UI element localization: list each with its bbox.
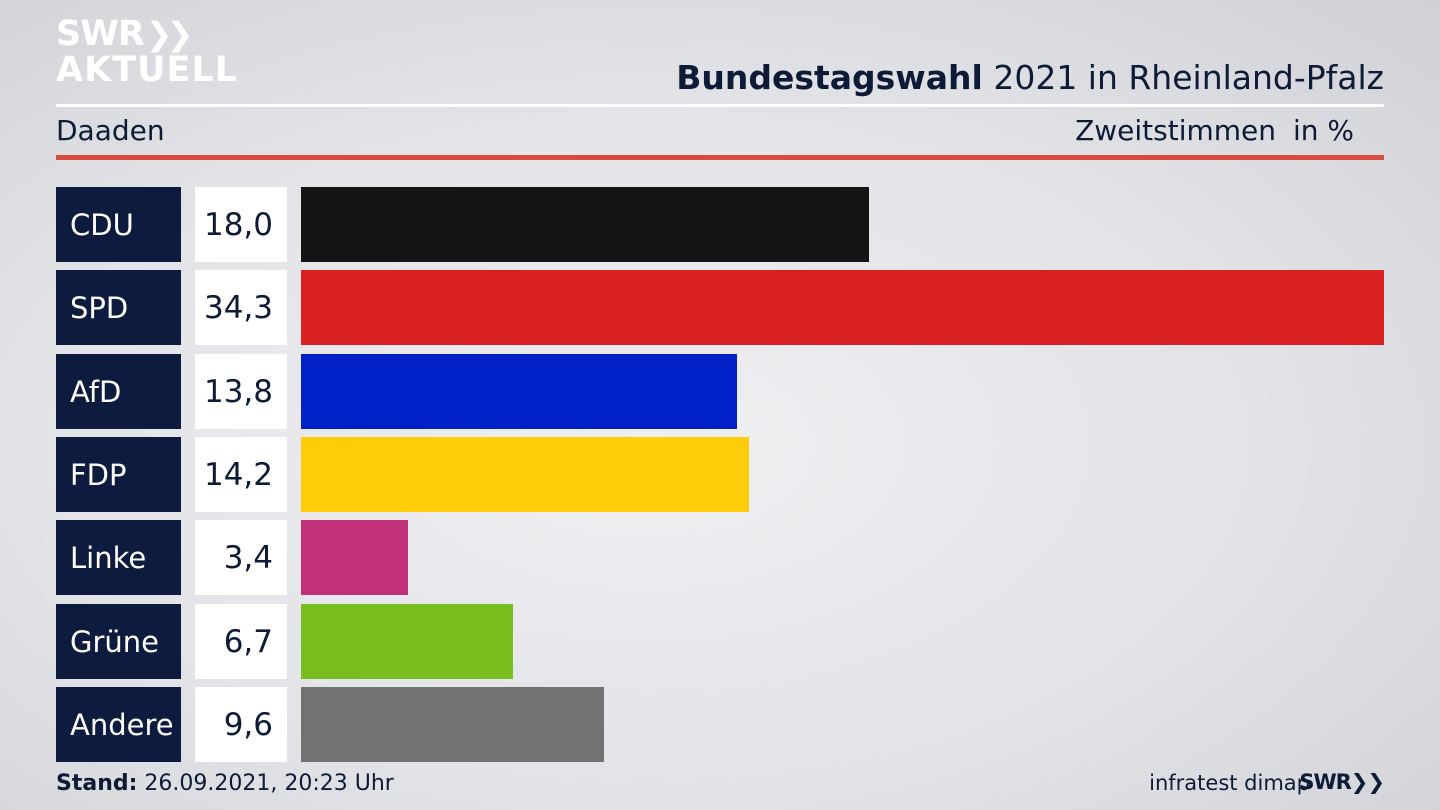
bar-linke xyxy=(301,520,408,595)
value-label: 34,3 xyxy=(195,270,287,345)
region-name: Daaden xyxy=(56,114,165,147)
party-label: Linke xyxy=(56,520,181,595)
value-label: 13,8 xyxy=(195,354,287,429)
double-chevron-icon: ❯❯ xyxy=(145,15,194,53)
header-divider xyxy=(56,104,1384,107)
chart-title-rest: 2021 in Rheinland-Pfalz xyxy=(982,58,1384,97)
value-label: 3,4 xyxy=(195,520,287,595)
bar-afd xyxy=(301,354,737,429)
party-label: CDU xyxy=(56,187,181,262)
value-label: 9,6 xyxy=(195,687,287,762)
party-label: Andere xyxy=(56,687,181,762)
brand-text: SWR xyxy=(1299,770,1351,794)
unit-label: in % xyxy=(1292,114,1354,147)
bar-spd xyxy=(301,270,1384,345)
value-label: 14,2 xyxy=(195,437,287,512)
timestamp-label: Stand: xyxy=(56,771,138,796)
logo-text-swr: SWR xyxy=(56,14,145,54)
source-credit: infratest dimap xyxy=(1149,771,1310,795)
timestamp: Stand: 26.09.2021, 20:23 Uhr xyxy=(56,771,394,796)
bar-andere xyxy=(301,687,604,762)
party-label: Grüne xyxy=(56,604,181,679)
logo-text-aktuell: AKTUELL xyxy=(56,50,239,90)
bar-cdu xyxy=(301,187,869,262)
double-chevron-icon: ❯❯ xyxy=(1350,770,1385,794)
party-label: AfD xyxy=(56,354,181,429)
bar-fdp xyxy=(301,437,749,512)
chart-title-bold: Bundestagswahl xyxy=(676,58,983,97)
vote-type-label: Zweitstimmen xyxy=(1075,114,1276,147)
party-label: SPD xyxy=(56,270,181,345)
timestamp-value: 26.09.2021, 20:23 Uhr xyxy=(137,771,394,796)
value-label: 6,7 xyxy=(195,604,287,679)
swr-aktuell-logo: SWR❯❯ AKTUELL xyxy=(56,16,238,88)
accent-divider xyxy=(56,155,1384,160)
chart-title: Bundestagswahl 2021 in Rheinland-Pfalz xyxy=(676,58,1384,97)
party-label: FDP xyxy=(56,437,181,512)
value-label: 18,0 xyxy=(195,187,287,262)
swr-brand-logo: SWR❯❯ xyxy=(1299,770,1385,794)
bar-gr-ne xyxy=(301,604,513,679)
